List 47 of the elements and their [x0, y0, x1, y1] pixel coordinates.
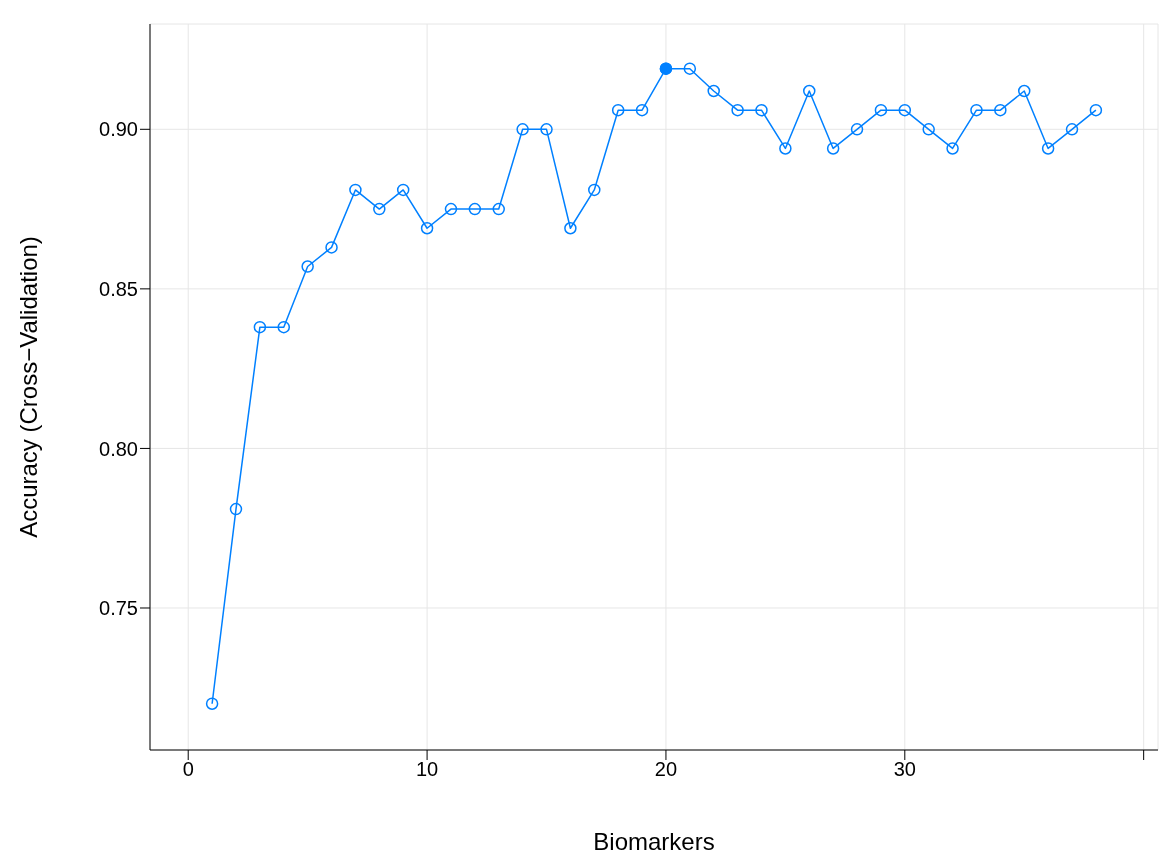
- point: [444, 202, 458, 216]
- point: [994, 103, 1007, 117]
- point: [707, 84, 720, 98]
- point: [229, 502, 243, 516]
- point: [779, 142, 792, 155]
- point: [731, 103, 744, 117]
- point: [540, 123, 553, 136]
- y-tick-label: 0.80: [99, 437, 138, 460]
- point: [492, 202, 505, 216]
- point: [898, 103, 912, 117]
- point: [946, 142, 959, 155]
- x-tick-label: 20: [654, 758, 678, 781]
- point: [803, 84, 816, 98]
- x-tick-label: 10: [415, 758, 439, 781]
- point: [1017, 84, 1031, 98]
- point: [588, 183, 601, 197]
- point: [1089, 103, 1103, 117]
- y-tick-label: 0.75: [99, 597, 138, 620]
- point: [564, 221, 577, 235]
- point: [301, 260, 314, 273]
- point: [205, 697, 219, 710]
- point: [468, 202, 482, 216]
- y-axis-title: Accuracy (Cross−Validation): [14, 236, 42, 538]
- y-tick-label: 0.90: [99, 118, 138, 141]
- point: [635, 103, 649, 117]
- point: [922, 123, 935, 136]
- point: [253, 320, 267, 334]
- point: [683, 62, 697, 75]
- x-tick-label: 30: [893, 758, 916, 781]
- point: [516, 123, 529, 136]
- point: [1041, 142, 1055, 155]
- point: [325, 241, 338, 254]
- point: [611, 103, 625, 117]
- point: [373, 202, 386, 216]
- point: [420, 221, 434, 235]
- point: [970, 103, 983, 117]
- x-tick-label: 0: [182, 758, 194, 781]
- point: [349, 183, 362, 197]
- point: [396, 183, 410, 197]
- point: [850, 123, 864, 136]
- x-axis-title: Biomarkers: [593, 828, 715, 855]
- point: [874, 103, 888, 117]
- point: [277, 320, 291, 334]
- point: [826, 142, 840, 155]
- y-tick-label: 0.85: [99, 277, 138, 300]
- point: [1065, 123, 1079, 136]
- point: [755, 103, 768, 117]
